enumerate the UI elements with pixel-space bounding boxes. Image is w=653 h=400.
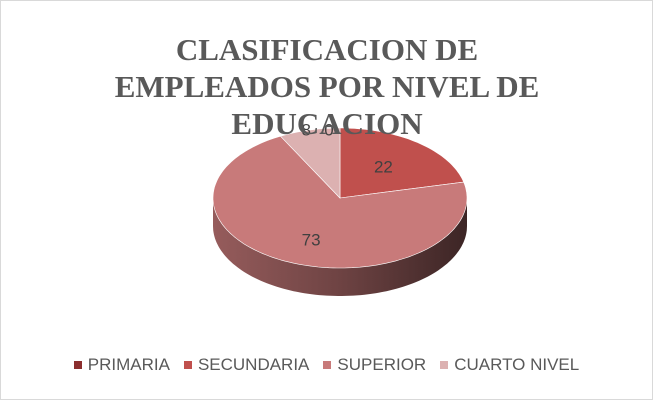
legend-label: PRIMARIA (87, 355, 170, 374)
slice-side (213, 198, 467, 296)
legend-item: PRIMARIA (73, 355, 170, 375)
chart-title: CLASIFICACION DE EMPLEADOS POR NIVEL DE … (114, 32, 540, 141)
data-label: 8 (302, 120, 311, 139)
legend-swatch (440, 361, 449, 369)
legend-item: SUPERIOR (323, 355, 426, 375)
legend-swatch (323, 361, 332, 369)
legend-label: SUPERIOR (337, 355, 427, 374)
data-label: 22 (374, 157, 393, 176)
data-label: 0 (324, 120, 333, 139)
legend-label: CUARTO NIVEL (454, 355, 580, 374)
slice (339, 127, 465, 199)
slice (279, 127, 341, 199)
legend-label: SECUNDARIA (197, 355, 310, 374)
legend-swatch (73, 361, 82, 369)
slice (212, 135, 468, 269)
legend-item: CUARTO NIVEL (440, 355, 579, 375)
data-label: 73 (302, 231, 321, 250)
legend: PRIMARIA SECUNDARIA SUPERIOR CUARTO NIVEL (1, 355, 652, 375)
legend-item: SECUNDARIA (183, 355, 310, 375)
legend-swatch (183, 361, 192, 369)
